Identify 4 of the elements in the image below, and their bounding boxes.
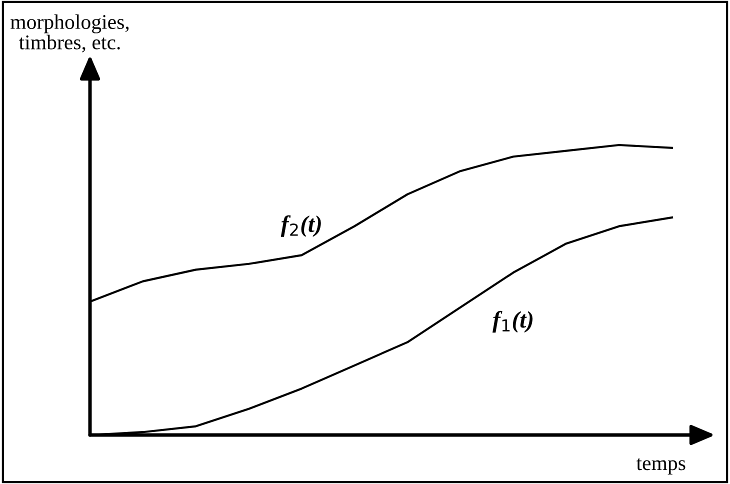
x-axis-title: temps [636,458,686,474]
series-label: f$_{2}$(t) [280,215,321,237]
y-axis-title: morphologies, timbres, etc. [10,14,129,52]
series-label: f$_{1}$(t) [492,310,533,333]
